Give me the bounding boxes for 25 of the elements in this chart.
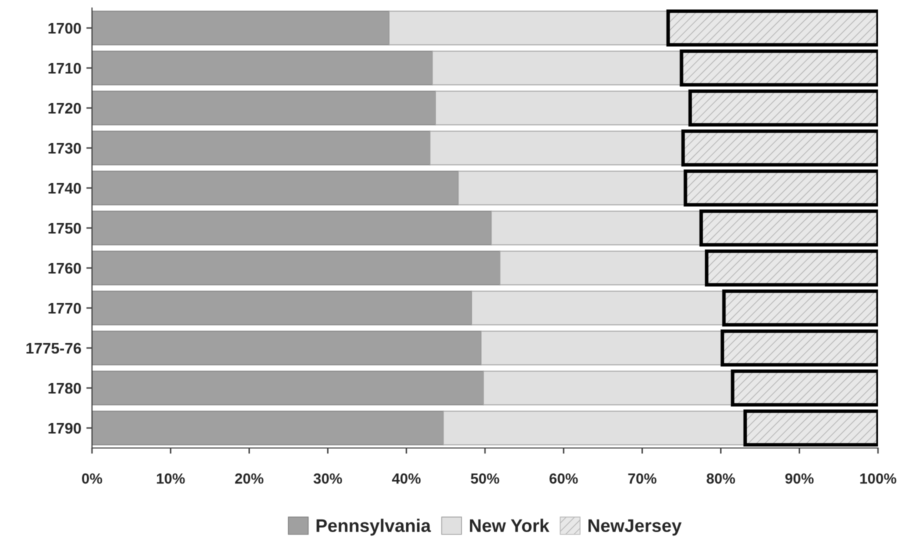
x-tick-label: 100% — [860, 473, 896, 484]
y-tick-label: 1770 — [48, 302, 81, 314]
y-tick-label: 1740 — [48, 182, 81, 194]
legend-label: NewJersey — [588, 519, 682, 536]
x-tick-label: 70% — [628, 473, 656, 484]
x-tick-label: 0% — [82, 473, 102, 484]
y-tick-label: 1790 — [48, 422, 81, 434]
y-tick-label: 1700 — [48, 22, 81, 34]
x-tick-label: 40% — [392, 473, 421, 484]
x-tick-label: 10% — [156, 473, 185, 484]
y-tick-label: 1750 — [48, 222, 81, 234]
x-tick-label: 90% — [785, 473, 814, 484]
y-tick-label: 1730 — [48, 142, 81, 154]
x-tick-label: 60% — [550, 473, 578, 484]
x-tick-label: 50% — [470, 473, 500, 484]
legend-label: Pennsylvania — [316, 518, 431, 536]
y-tick-label: 1775-76 — [26, 342, 82, 354]
x-tick-label: 80% — [706, 473, 736, 484]
x-tick-label: 20% — [235, 473, 264, 484]
y-tick-label: 1720 — [48, 102, 81, 114]
x-tick-label: 30% — [314, 473, 342, 484]
y-tick-label: 1780 — [48, 382, 81, 394]
y-tick-label: 1710 — [48, 62, 81, 74]
y-tick-label: 1760 — [48, 262, 81, 274]
legend-label: New York — [470, 518, 550, 532]
